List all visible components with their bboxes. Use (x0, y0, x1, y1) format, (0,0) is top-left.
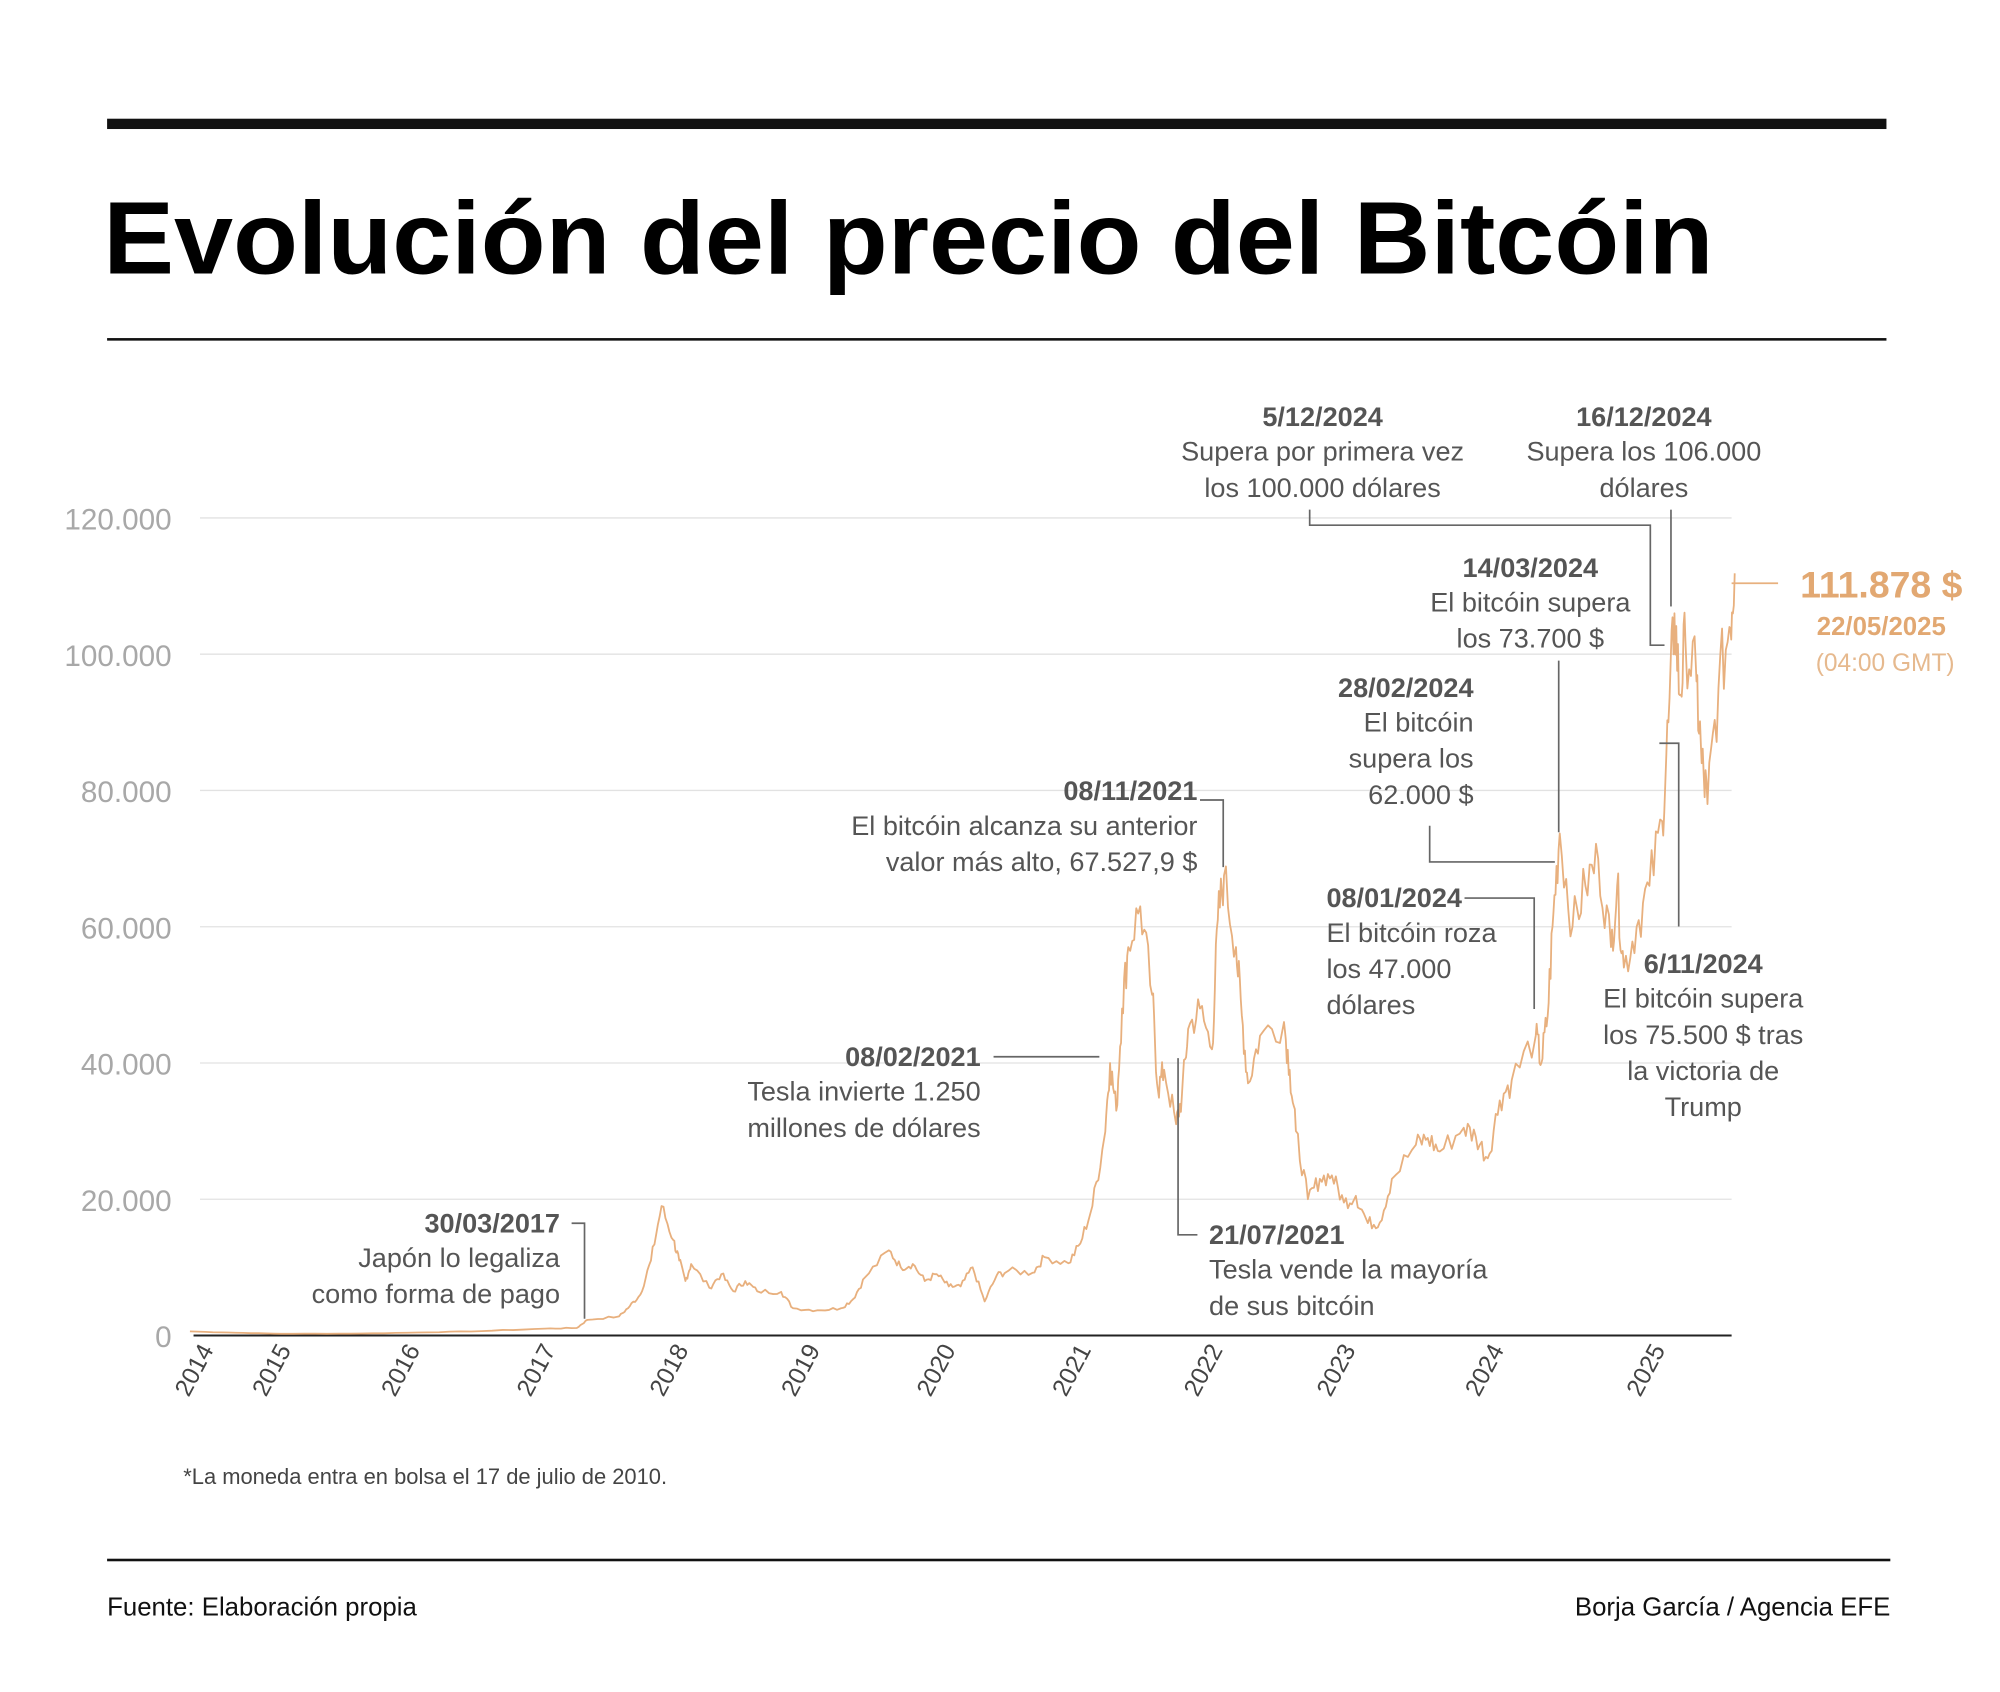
annotation-28-02-2024: 28/02/2024 El bitcóin supera los 62.000 $ (1338, 672, 1555, 863)
y-tick-label: 120.000 (64, 504, 171, 537)
annotation-text: los 73.700 $ (1457, 623, 1605, 654)
annotation-date: 30/03/2017 (424, 1207, 560, 1238)
leader-line (1177, 1058, 1198, 1236)
annotation-08-11-2021: 08/11/2021 El bitcóin alcanza su anterior… (851, 775, 1225, 877)
y-tick-label: 0 (155, 1321, 172, 1354)
annotation-text: dólares (1326, 989, 1415, 1020)
x-axis: 2014 2015 2016 2017 2018 2019 2020 2021 2022 2023… (170, 1334, 1732, 1401)
latest-time: (04:00 GMT) (1816, 650, 1955, 677)
annotation-text: de sus bitcóin (1209, 1290, 1375, 1321)
latest-price-callout: 111.878 $ 22/05/2025 (04:00 GMT) (1731, 563, 1963, 677)
leader-line (1464, 897, 1536, 1010)
annotation-text: supera los (1349, 743, 1474, 774)
title-rule (107, 338, 1887, 341)
annotation-date: 14/03/2024 (1463, 552, 1599, 583)
x-tick-label: 2016 (377, 1340, 426, 1401)
y-tick-label: 80.000 (81, 776, 172, 809)
annotation-text: El bitcóin alcanza su anterior (851, 810, 1197, 841)
annotation-text: Tesla vende la mayoría (1209, 1254, 1488, 1285)
annotation-text: El bitcóin supera (1603, 983, 1804, 1014)
annotation-08-02-2021: 08/02/2021 Tesla invierte 1.250 millones d… (747, 1041, 1100, 1143)
annotation-text: 62.000 $ (1368, 779, 1473, 810)
y-tick-label: 40.000 (81, 1049, 172, 1082)
annotation-text: Tesla invierte 1.250 (747, 1076, 980, 1107)
leader-line (1308, 509, 1665, 646)
annotation-text: Trump (1665, 1091, 1742, 1122)
x-tick-label: 2014 (170, 1340, 219, 1401)
x-tick-label: 2023 (1312, 1340, 1361, 1401)
annotation-14-03-2024: 14/03/2024 El bitcóin supera los 73.700 $ (1430, 552, 1631, 833)
annotation-text: Japón lo legaliza (358, 1242, 561, 1273)
x-tick-label: 2025 (1622, 1340, 1671, 1401)
x-tick-label: 2022 (1179, 1340, 1228, 1401)
annotation-date: 08/11/2021 (1063, 775, 1197, 806)
x-tick-label: 2017 (512, 1340, 561, 1401)
leader-line (1428, 825, 1555, 863)
gridlines (200, 517, 1732, 1200)
annotation-date: 16/12/2024 (1576, 401, 1712, 432)
annotation-date: 5/12/2024 (1262, 401, 1382, 432)
x-tick-label: 2020 (912, 1340, 961, 1401)
annotation-text: Supera los 106.000 (1526, 436, 1761, 467)
annotation-21-07-2021: 21/07/2021 Tesla vende la mayoría de sus b… (1177, 1058, 1488, 1321)
leader-line (1659, 742, 1680, 927)
annotation-text: El bitcóin roza (1326, 917, 1497, 948)
annotation-text: valor más alto, 67.527,9 $ (886, 846, 1198, 877)
annotation-date: 21/07/2021 (1209, 1219, 1345, 1250)
annotation-text: Supera por primera vez (1181, 436, 1464, 467)
price-line (189, 573, 1736, 1335)
annotation-text: El bitcóin supera (1430, 587, 1631, 618)
x-tick-label: 2019 (777, 1340, 826, 1401)
x-tick-label: 2024 (1460, 1340, 1509, 1401)
annotation-30-03-2017: 30/03/2017 Japón lo legaliza como forma de… (312, 1207, 586, 1319)
annotation-08-01-2024: 08/01/2024 El bitcóin roza los 47.000 dólar… (1326, 882, 1536, 1020)
y-tick-label: 20.000 (81, 1185, 172, 1218)
page-title: Evolución del precio del Bitcóin (103, 181, 1713, 296)
leader-line (1199, 799, 1225, 868)
annotation-text: El bitcóin (1364, 707, 1474, 738)
annotation-5-12-2024: 5/12/2024 Supera por primera vez los 100.0… (1181, 401, 1665, 646)
annotation-text: los 100.000 dólares (1204, 472, 1440, 503)
bottom-rule (107, 1558, 1891, 1562)
annotation-6-11-2024: 6/11/2024 El bitcóin supera los 75.500 $ t… (1603, 742, 1804, 1122)
leader-line (571, 1222, 586, 1319)
annotation-text: como forma de pago (312, 1278, 560, 1309)
credit: Borja García / Agencia EFE (1575, 1593, 1890, 1621)
y-axis: 0 20.000 40.000 60.000 80.000 100.000 120.000 (64, 504, 171, 1355)
annotation-date: 28/02/2024 (1338, 672, 1474, 703)
x-tick-label: 2018 (645, 1340, 694, 1401)
source: Fuente: Elaboración propia (107, 1593, 417, 1621)
annotation-16-12-2024: 16/12/2024 Supera los 106.000 dólares (1526, 401, 1761, 607)
annotation-date: 08/01/2024 (1326, 882, 1462, 913)
annotation-text: los 75.500 $ tras (1603, 1019, 1803, 1050)
footnote: *La moneda entra en bolsa el 17 de julio… (183, 1464, 667, 1489)
annotation-text: la victoria de (1627, 1055, 1779, 1086)
latest-value: 111.878 $ (1800, 563, 1962, 605)
x-tick-label: 2021 (1047, 1340, 1096, 1401)
y-tick-label: 100.000 (64, 640, 171, 673)
top-rule (107, 118, 1887, 130)
annotation-text: dólares (1599, 472, 1688, 503)
annotation-date: 6/11/2024 (1644, 948, 1763, 979)
y-tick-label: 60.000 (81, 912, 172, 945)
annotation-date: 08/02/2021 (845, 1041, 981, 1072)
annotation-text: los 47.000 (1326, 953, 1451, 984)
price-series (189, 573, 1736, 1335)
annotations: 30/03/2017 Japón lo legaliza como forma de… (312, 401, 1805, 1321)
latest-date: 22/05/2025 (1817, 613, 1946, 641)
annotation-text: millones de dólares (747, 1112, 980, 1143)
x-tick-label: 2015 (247, 1340, 296, 1401)
